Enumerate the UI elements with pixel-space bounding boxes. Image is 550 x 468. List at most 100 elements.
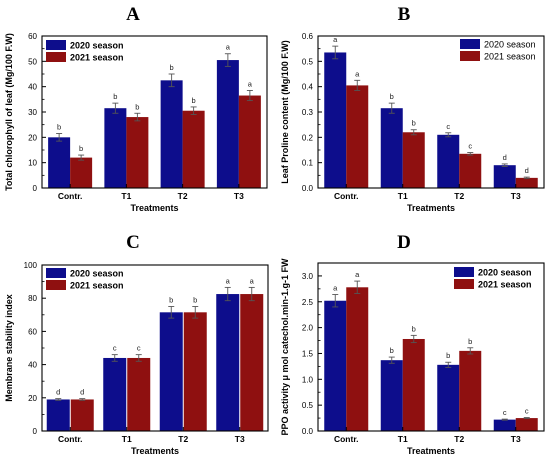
x-tick-label: T3 (511, 434, 521, 444)
y-tick-label: 60 (28, 32, 37, 41)
bar-2020-2 (380, 108, 403, 188)
y-tick-label: 0 (33, 427, 38, 436)
significance-letter: a (248, 79, 253, 88)
significance-letter: a (355, 270, 360, 279)
y-tick-label: 20 (28, 394, 37, 403)
y-tick-label: 0.0 (302, 184, 314, 193)
x-axis-title: Treatments (407, 203, 455, 213)
significance-letter: b (412, 324, 416, 333)
x-tick-label: T3 (235, 434, 245, 444)
y-tick-label: 2.0 (302, 324, 314, 333)
legend-label-2020: 2020 season (478, 268, 532, 278)
chart-panel-c: Cd c b a d c b a 0 20 40 60 80 100 Contr. T1 T2 T3 Treatme… (4, 232, 269, 456)
bar-2021-3 (459, 350, 482, 431)
bar-2020-1 (48, 137, 71, 188)
y-tick-label: 30 (28, 108, 37, 117)
bar-2021-4 (515, 177, 538, 188)
y-axis-title: Membrane stability index (4, 294, 14, 402)
y-tick-label: 0 (33, 184, 38, 193)
significance-letter: b (57, 123, 61, 132)
y-tick-label: 1.5 (302, 349, 314, 358)
y-tick-label: 0.5 (302, 57, 314, 66)
bar-2020-2 (380, 360, 403, 431)
bar-2021-3 (182, 110, 205, 188)
bar-2021-4 (240, 294, 264, 431)
x-tick-label: T2 (178, 434, 188, 444)
panel-letter: B (398, 4, 411, 25)
significance-letter: d (80, 388, 84, 397)
panel-letter: A (126, 4, 140, 25)
bar-2020-3 (437, 364, 460, 431)
bar-2020-2 (103, 357, 127, 431)
y-tick-label: 20 (28, 133, 37, 142)
y-tick-label: 0.0 (302, 427, 314, 436)
x-tick-label: Contr. (334, 434, 359, 444)
legend-label-2021: 2021 season (478, 280, 532, 290)
bar-2021-1 (346, 287, 369, 431)
legend-swatch-2020 (460, 39, 480, 49)
significance-letter: b (390, 92, 394, 101)
y-tick-label: 0.2 (302, 133, 314, 142)
x-tick-label: Contr. (334, 191, 359, 201)
y-axis-title: Total chlorophyll of leaf (Mg/100 F.W) (4, 33, 14, 191)
significance-letter: b (79, 144, 83, 153)
y-tick-label: 40 (28, 83, 37, 92)
significance-letter: c (468, 142, 472, 151)
x-tick-label: T1 (398, 434, 408, 444)
legend-label-2020: 2020 season (70, 41, 124, 51)
legend-swatch-2021 (46, 52, 66, 62)
significance-letter: c (137, 344, 141, 353)
x-tick-label: T2 (454, 434, 464, 444)
bar-2021-2 (126, 117, 149, 188)
legend-swatch-2021 (46, 280, 66, 290)
y-tick-label: 1.0 (302, 375, 314, 384)
y-tick-label: 60 (28, 327, 37, 336)
panel-letter: C (126, 232, 140, 253)
x-axis-title: Treatments (130, 203, 178, 213)
significance-letter: b (169, 296, 173, 305)
x-tick-label: T2 (454, 191, 464, 201)
significance-letter: b (412, 119, 416, 128)
x-tick-label: Contr. (58, 191, 83, 201)
bar-2021-2 (402, 338, 425, 431)
significance-letter: d (525, 166, 529, 175)
y-axis-title: PPO activity μ mol catechol.min-1.g-1 FW (280, 258, 290, 436)
significance-letter: b (135, 102, 139, 111)
bar-2021-1 (70, 399, 94, 431)
y-tick-label: 0.3 (302, 108, 314, 117)
y-tick-label: 0.4 (302, 83, 314, 92)
chart-panel-b: Ba b c d a b c d 0.0 0.1 0.2 0.3 0.4 0.5 0.6 Contr. T1 T2… (280, 4, 545, 213)
y-tick-label: 10 (28, 159, 37, 168)
chart-panel-a: Ab b b a b b b a 0 10 20 30 40 50 60 Contr. T1 T2 T3 Treatm… (4, 4, 268, 213)
significance-letter: a (355, 69, 360, 78)
x-tick-label: Contr. (58, 434, 83, 444)
significance-letter: c (525, 407, 529, 416)
y-tick-label: 3.0 (302, 272, 314, 281)
bar-2020-3 (437, 134, 460, 188)
legend-label-2021: 2021 season (70, 281, 124, 291)
bar-2021-1 (70, 157, 93, 188)
significance-letter: a (226, 276, 231, 285)
x-tick-label: T3 (234, 191, 244, 201)
significance-letter: a (333, 284, 338, 293)
y-tick-label: 40 (28, 361, 37, 370)
legend-swatch-2021 (460, 51, 480, 61)
significance-letter: b (193, 296, 197, 305)
y-tick-label: 100 (24, 261, 38, 270)
legend-label-2020: 2020 season (70, 269, 124, 279)
bar-2021-2 (127, 357, 151, 431)
x-axis-title: Treatments (407, 446, 455, 456)
legend-swatch-2020 (46, 268, 66, 278)
bar-2021-3 (459, 153, 482, 188)
significance-letter: c (446, 122, 450, 131)
y-tick-label: 0.6 (302, 32, 314, 41)
bar-2020-1 (46, 399, 70, 431)
bar-2020-4 (216, 294, 240, 431)
significance-letter: a (333, 35, 338, 44)
bar-2021-4 (515, 418, 538, 431)
x-tick-label: T1 (122, 434, 132, 444)
significance-letter: b (113, 92, 117, 101)
panel-letter: D (397, 232, 411, 253)
x-tick-label: T1 (121, 191, 131, 201)
